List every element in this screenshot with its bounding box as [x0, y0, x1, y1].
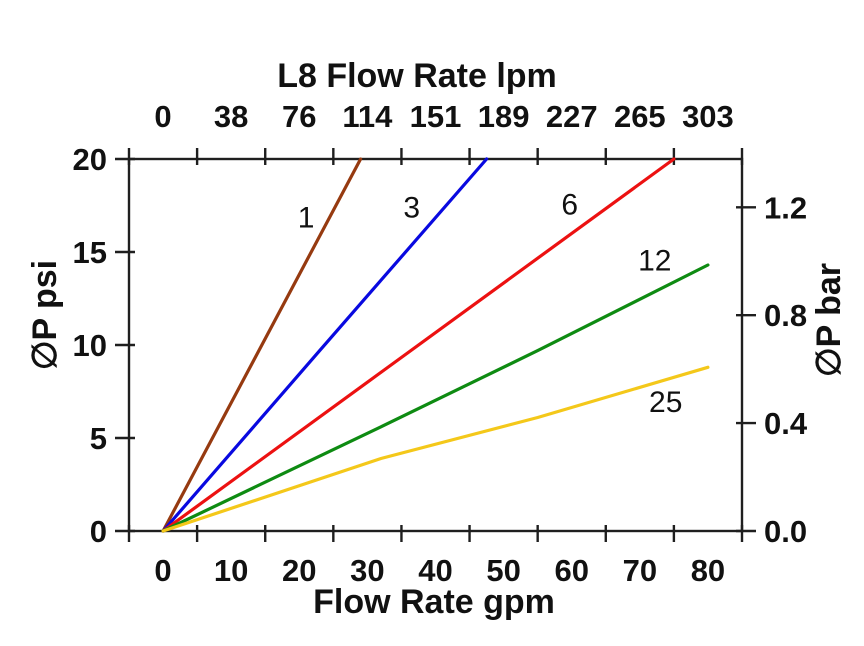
- curve-3: [161, 157, 489, 533]
- curve-12: [161, 263, 710, 533]
- x-tick-label-top: 303: [682, 99, 734, 134]
- y-tick-label-left: 15: [73, 235, 107, 270]
- x-tick-label-bottom: 30: [350, 553, 384, 588]
- curve-25: [161, 365, 710, 533]
- x-tick-label-bottom: 70: [623, 553, 657, 588]
- curve-label-3: 3: [403, 191, 420, 224]
- curve-label-25: 25: [649, 386, 682, 419]
- x-tick-label-top: 151: [410, 99, 462, 134]
- x-tick-label-bottom: 60: [554, 553, 588, 588]
- y-tick-label-left: 10: [73, 328, 107, 363]
- y-tick-label-left: 0: [90, 514, 107, 549]
- x-tick-label-bottom: 0: [154, 553, 171, 588]
- curve-1: [161, 157, 363, 533]
- y-tick-label-right: 0.0: [764, 514, 807, 549]
- curve-6: [161, 157, 676, 533]
- x-tick-label-bottom: 20: [282, 553, 316, 588]
- x-tick-label-top: 189: [478, 99, 530, 134]
- plot-frame: [127, 157, 744, 533]
- x-tick-label-top: 76: [282, 99, 316, 134]
- x-tick-label-top: 265: [614, 99, 666, 134]
- y-tick-label-left: 5: [90, 421, 107, 456]
- curve-label-6: 6: [561, 189, 578, 222]
- y-tick-label-right: 0.8: [764, 298, 807, 333]
- y-tick-label-left: 20: [73, 142, 107, 177]
- top-axis-title: L8 Flow Rate lpm: [277, 57, 557, 95]
- x-tick-label-top: 227: [546, 99, 598, 134]
- x-tick-label-top: 38: [214, 99, 248, 134]
- y-tick-label-right: 1.2: [764, 190, 807, 225]
- bottom-axis-title: Flow Rate gpm: [313, 583, 555, 621]
- x-tick-label-bottom: 10: [214, 553, 248, 588]
- y-tick-label-right: 0.4: [764, 406, 808, 441]
- x-tick-label-top: 0: [154, 99, 171, 134]
- curve-label-1: 1: [298, 202, 315, 235]
- x-tick-label-bottom: 50: [486, 553, 520, 588]
- x-tick-label-top: 114: [342, 99, 393, 134]
- curve-label-12: 12: [638, 244, 671, 277]
- x-tick-label-bottom: 40: [418, 553, 452, 588]
- x-tick-label-bottom: 80: [691, 553, 725, 588]
